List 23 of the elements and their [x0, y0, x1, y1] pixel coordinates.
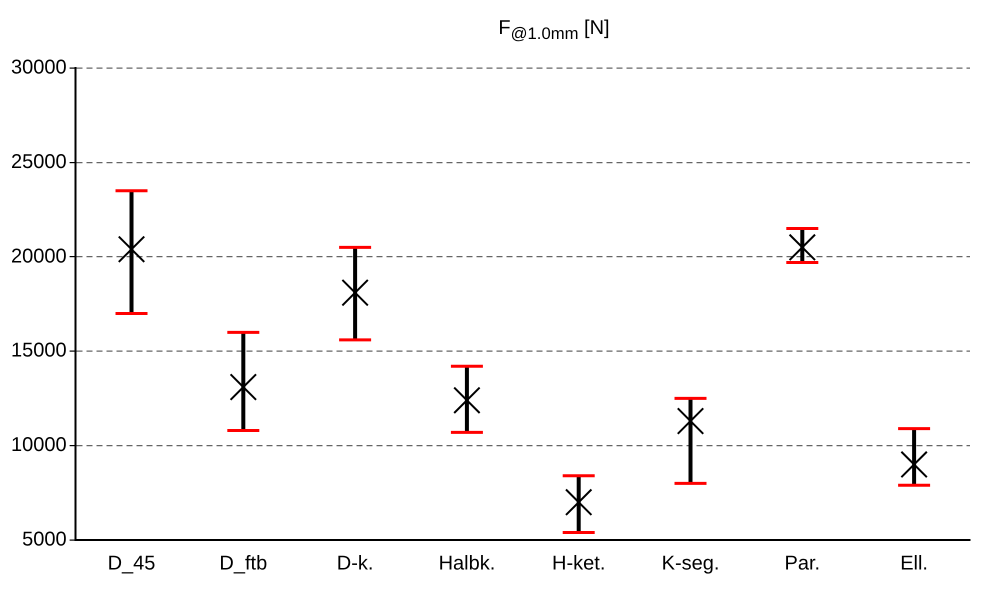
point: [230, 373, 258, 401]
point: [118, 236, 146, 263]
y-tick-label: 25000: [10, 150, 67, 173]
chart-title: F$_{@1.0mm}$ [N]: [497, 16, 611, 45]
point: [341, 278, 369, 306]
x-tick-label: D_45: [108, 552, 156, 575]
x-tick-label: D_ftb: [219, 552, 268, 575]
x-tick-label: Par.: [784, 552, 820, 575]
x-tick-label: Halbk.: [438, 552, 496, 575]
y-tick-label: 15000: [10, 340, 67, 362]
y-tick-label: 10000: [10, 434, 67, 456]
x-tick-label: Ell.: [900, 552, 928, 575]
x-tick-label: K-seg.: [662, 552, 720, 575]
x-tick-label: H-ket.: [552, 552, 606, 575]
point: [900, 450, 928, 478]
point: [453, 386, 481, 414]
y-tick-label: 20000: [10, 245, 67, 268]
x-tick-label: D-k.: [336, 552, 374, 575]
y-tick-label: 30000: [10, 56, 67, 79]
y-tick-label: 5000: [22, 528, 67, 551]
point: [676, 407, 704, 435]
point: [564, 488, 592, 516]
point: [788, 234, 816, 262]
